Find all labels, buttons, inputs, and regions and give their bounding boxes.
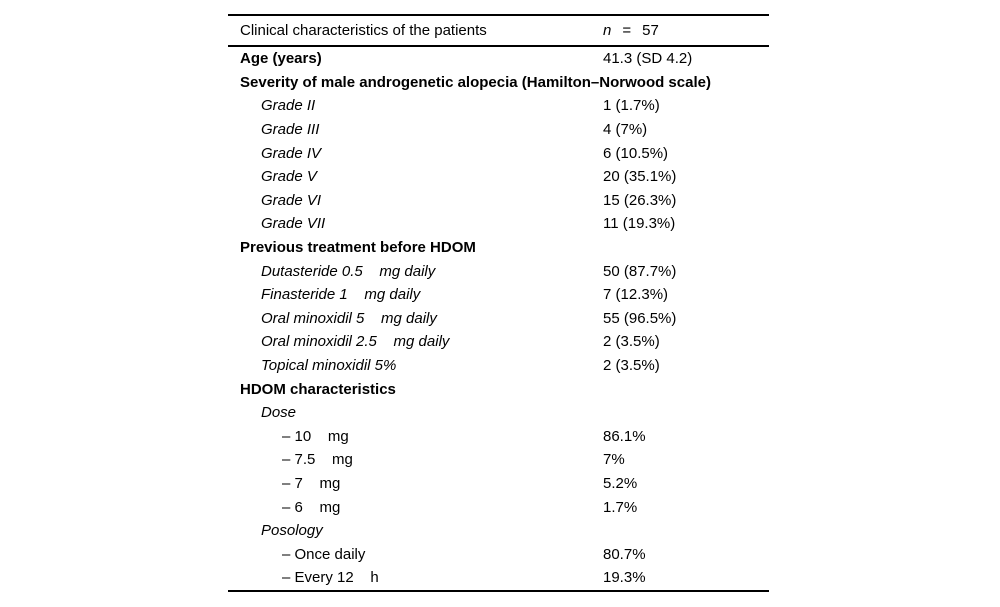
table-top-rule [228, 14, 769, 16]
equals-sign: = [622, 21, 632, 39]
table-row: Dose [228, 401, 769, 425]
table-row: – 10 mg 86.1% [228, 425, 769, 449]
row-value: 20 (35.1%) [603, 168, 677, 186]
row-label: Grade IV [261, 144, 322, 162]
table-row: Grade VII 11 (19.3%) [228, 212, 769, 236]
sample-size-cell: n = 57 [603, 22, 659, 39]
row-label: – 7.5 mg [282, 451, 353, 469]
row-value: 86.1% [603, 427, 646, 445]
row-value: 7 (12.3%) [603, 286, 669, 304]
table-row: Grade V 20 (35.1%) [228, 165, 769, 189]
row-label: Dutasteride 0.5 mg daily [261, 262, 436, 280]
table-row: Grade IV 6 (10.5%) [228, 141, 769, 165]
row-value: 1.7% [603, 498, 638, 516]
row-label: Grade III [261, 121, 320, 139]
table-header-row: Clinical characteristics of the patients… [228, 16, 769, 45]
table-row: Posology [228, 519, 769, 543]
row-label: Posology [261, 522, 323, 540]
row-label: Grade VII [261, 215, 326, 233]
row-label: – 6 mg [282, 498, 341, 516]
table-row: Grade II 1 (1.7%) [228, 94, 769, 118]
n-symbol: n [603, 21, 612, 39]
row-label: Age (years) [240, 50, 322, 68]
row-label: – 10 mg [282, 427, 349, 445]
n-value: 57 [642, 21, 659, 39]
row-value: 80.7% [603, 545, 646, 563]
table-mid-rule [228, 44, 769, 47]
table-row: – 7 mg 5.2% [228, 472, 769, 496]
row-value: 2 (3.5%) [603, 333, 660, 351]
row-value: 41.3 (SD 4.2) [603, 50, 693, 68]
table-row: – 6 mg 1.7% [228, 495, 769, 519]
row-value: 55 (96.5%) [603, 309, 677, 327]
table-row: Oral minoxidil 2.5 mg daily 2 (3.5%) [228, 330, 769, 354]
table-header-label: Clinical characteristics of the patients [240, 21, 487, 39]
row-label: Oral minoxidil 5 mg daily [261, 309, 437, 327]
table-row: Age (years) 41.3 (SD 4.2) [228, 47, 769, 71]
row-label: Finasteride 1 mg daily [261, 286, 421, 304]
row-value: 15 (26.3%) [603, 191, 677, 209]
row-value: 5.2% [603, 474, 638, 492]
table-row: Dutasteride 0.5 mg daily 50 (87.7%) [228, 259, 769, 283]
table-row: Severity of male androgenetic alopecia (… [228, 71, 769, 95]
row-label: Grade V [261, 168, 317, 186]
table-row: HDOM characteristics [228, 377, 769, 401]
row-value: 1 (1.7%) [603, 97, 660, 115]
row-label: Previous treatment before HDOM [240, 239, 476, 257]
table-bottom-rule [228, 589, 769, 592]
table-row: – Once daily 80.7% [228, 542, 769, 566]
row-label: Grade II [261, 97, 316, 115]
row-label: Grade VI [261, 191, 322, 209]
row-label: Topical minoxidil 5% [261, 357, 397, 375]
row-value: 6 (10.5%) [603, 144, 669, 162]
row-value: 11 (19.3%) [603, 215, 676, 233]
table-row: Grade III 4 (7%) [228, 118, 769, 142]
row-value: 50 (87.7%) [603, 262, 677, 280]
table-row: – Every 12 h 19.3% [228, 566, 769, 590]
row-label: – Once daily [282, 545, 366, 563]
table-row: Oral minoxidil 5 mg daily 55 (96.5%) [228, 307, 769, 331]
row-value: 2 (3.5%) [603, 357, 660, 375]
row-value: 7% [603, 451, 625, 469]
row-label: Oral minoxidil 2.5 mg daily [261, 333, 450, 351]
row-label: HDOM characteristics [240, 380, 396, 398]
row-label: – Every 12 h [282, 569, 379, 587]
table-row: Finasteride 1 mg daily 7 (12.3%) [228, 283, 769, 307]
row-label: – 7 mg [282, 474, 341, 492]
table-row: – 7.5 mg 7% [228, 448, 769, 472]
row-label: Dose [261, 404, 297, 422]
row-label: Severity of male androgenetic alopecia (… [240, 73, 711, 91]
table-row: Topical minoxidil 5% 2 (3.5%) [228, 354, 769, 378]
table-row: Previous treatment before HDOM [228, 236, 769, 260]
clinical-characteristics-table: Clinical characteristics of the patients… [228, 14, 769, 592]
row-value: 19.3% [603, 569, 646, 587]
row-value: 4 (7%) [603, 121, 648, 139]
table-row: Grade VI 15 (26.3%) [228, 189, 769, 213]
table-body: Age (years) 41.3 (SD 4.2) Severity of male… [228, 47, 769, 590]
